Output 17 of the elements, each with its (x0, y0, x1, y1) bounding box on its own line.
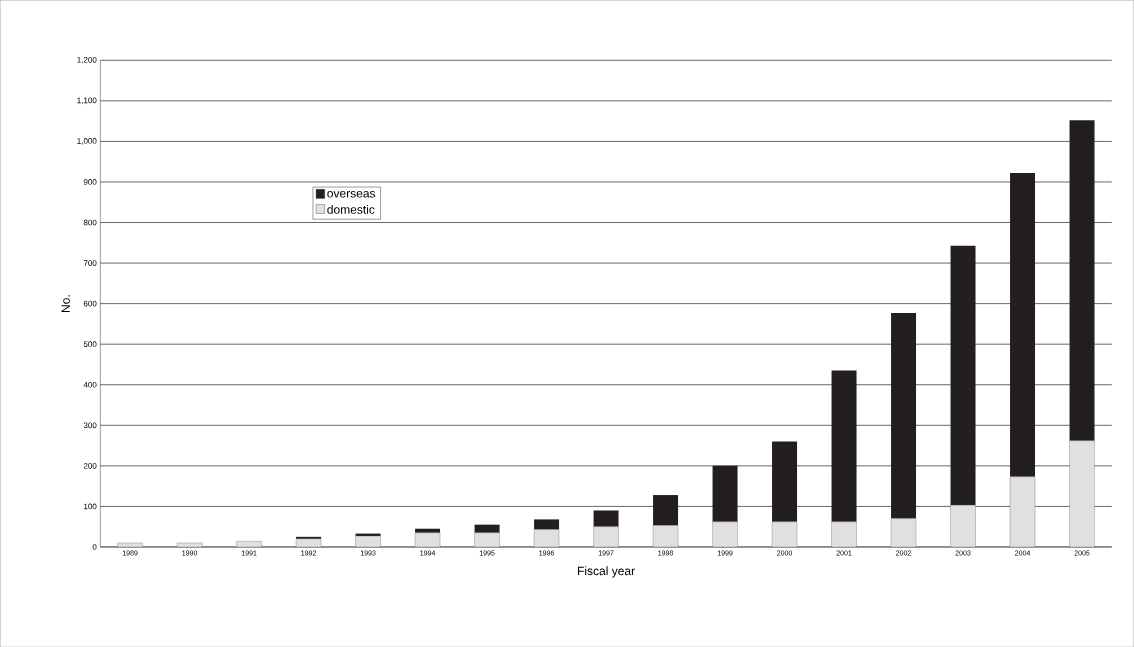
y-tick-label: 700 (83, 260, 97, 266)
y-tick-label: 600 (83, 300, 97, 307)
y-tick-label: 100 (84, 503, 97, 510)
y-tick-label: 900 (83, 178, 97, 185)
x-axis-title: Fiscal year (578, 566, 635, 578)
y-tick-label: 400 (83, 381, 97, 388)
legend-label: domestic (327, 204, 375, 214)
legend-label: overseas (327, 190, 376, 198)
y-tick-label: 200 (83, 462, 97, 469)
y-tick-label: 1,100 (77, 97, 97, 104)
y-axis-title: No. (61, 295, 70, 312)
y-tick-label: 1,200 (77, 56, 97, 64)
y-tick-label: 300 (83, 422, 97, 428)
y-tick-label: 1,000 (77, 137, 97, 145)
y-tick-label: 0 (92, 543, 97, 550)
y-tick-label: 500 (83, 341, 97, 347)
y-tick-label: 800 (83, 219, 97, 226)
